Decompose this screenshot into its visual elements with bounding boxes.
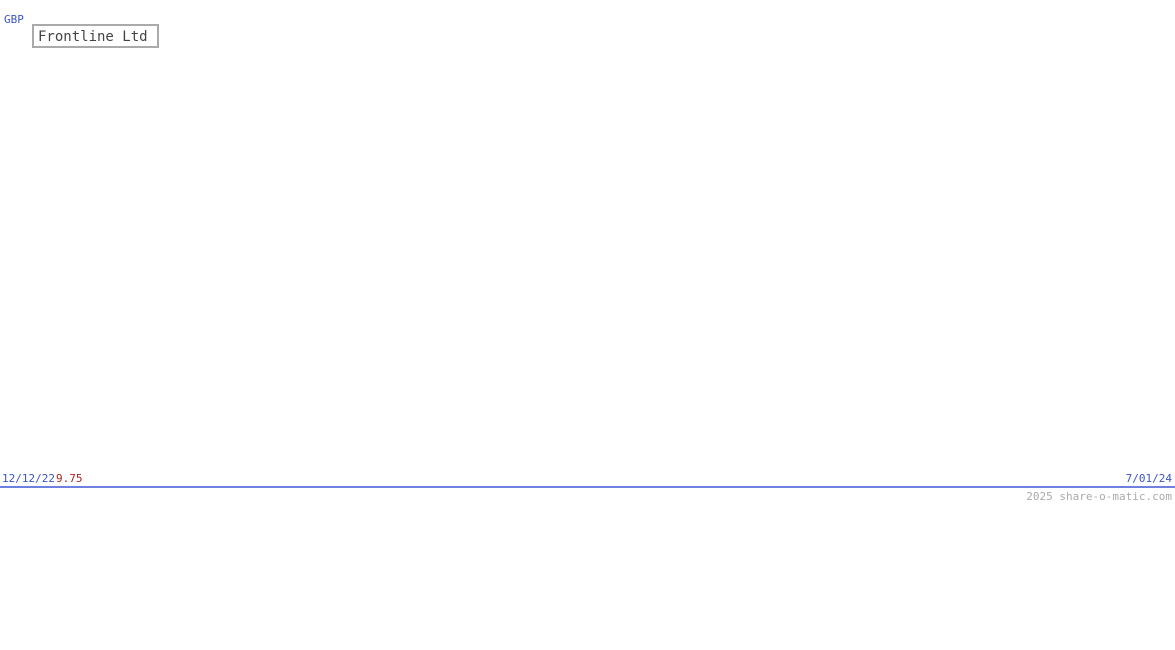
y-unit: GBP: [4, 13, 24, 26]
legend-label: Frontline Ltd: [38, 29, 148, 45]
range-start: 12/12/22: [2, 472, 55, 485]
low-value: 9.75: [56, 472, 83, 485]
range-end: 7/01/24: [1126, 472, 1173, 485]
legend-box: [32, 24, 159, 48]
credit: 2025 share-o-matic.com: [1026, 490, 1172, 503]
label-layer: GBP Frontline Ltd 12/12/22 9.75 7/01/24 …: [2, 13, 1172, 503]
